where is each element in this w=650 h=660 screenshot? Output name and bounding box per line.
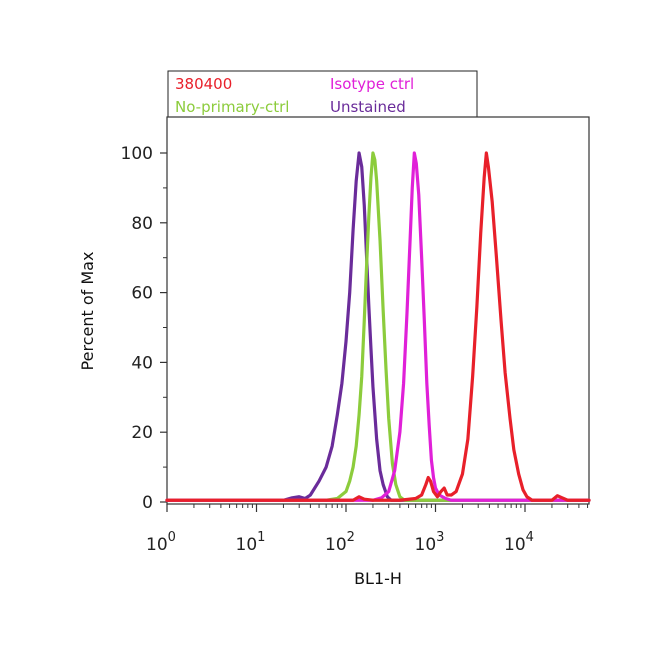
x-axis-title: BL1-H (354, 569, 402, 588)
plot-frame (166, 116, 590, 505)
y-tick-label: 60 (131, 284, 153, 304)
series-line-no-primary-ctrl (165, 151, 591, 502)
series-layer (165, 151, 591, 502)
x-tick-label: 100 (146, 530, 176, 555)
legend-entry-380400: 380400 (175, 75, 232, 93)
y-tick-label: 0 (142, 493, 153, 513)
legend-entry-unstained: Unstained (330, 98, 406, 116)
y-axis-title: Percent of Max (78, 252, 97, 371)
legend-box (167, 70, 478, 118)
x-tick-label: 101 (236, 530, 266, 555)
x-tick-label: 102 (325, 530, 355, 555)
y-tick-label: 20 (131, 423, 153, 443)
y-axis: 0 20 40 60 80 100 (121, 144, 167, 513)
x-axis: 100 101 102 103 104 (146, 504, 589, 555)
series-line-380400 (165, 151, 591, 502)
legend-entry-isotype-ctrl: Isotype ctrl (330, 75, 414, 93)
y-tick-label: 80 (131, 214, 153, 234)
series-line-isotype-ctrl (165, 151, 591, 502)
y-tick-label: 40 (131, 353, 153, 373)
x-tick-label: 103 (415, 530, 445, 555)
legend: 380400 Isotype ctrl No-primary-ctrl Unst… (167, 70, 478, 118)
series-line-unstained (165, 151, 591, 502)
legend-entry-no-primary-ctrl: No-primary-ctrl (175, 98, 289, 116)
y-tick-label: 100 (121, 144, 153, 164)
x-tick-label: 104 (504, 530, 534, 555)
